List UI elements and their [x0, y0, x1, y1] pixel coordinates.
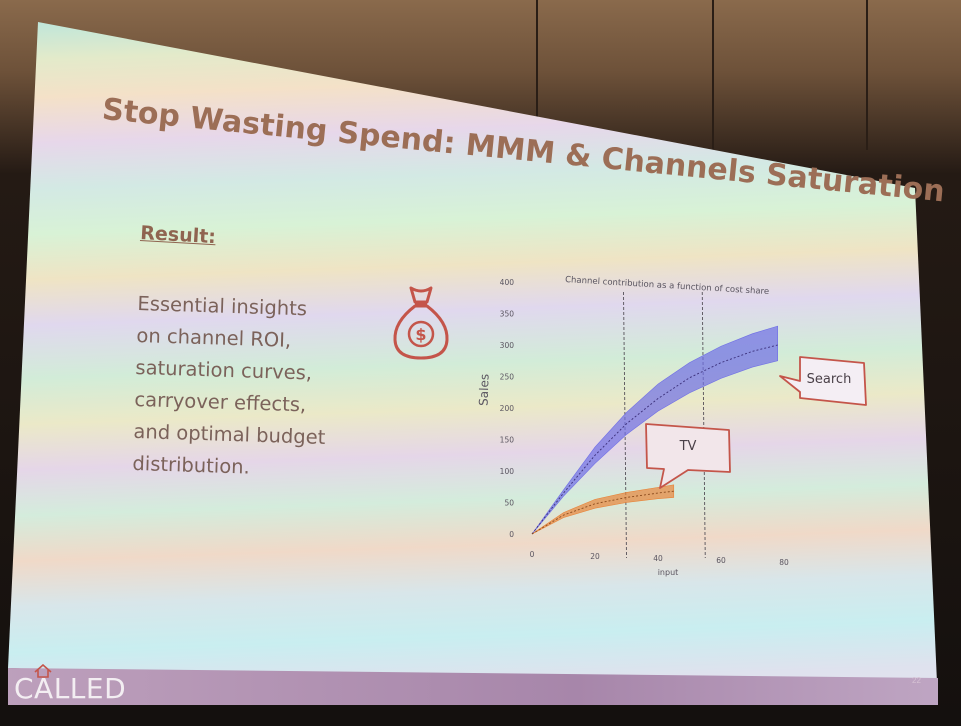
x-axis-label: input: [658, 568, 679, 577]
y-tick-label: 0: [509, 530, 514, 539]
x-tick-label: 80: [779, 558, 789, 567]
x-tick-label: 0: [530, 550, 535, 559]
reference-vline: [701, 291, 706, 559]
reference-vline: [623, 291, 627, 559]
y-tick-label: 50: [504, 499, 514, 508]
tv-mean-line: [531, 490, 674, 535]
wall-panel-seam: [712, 0, 714, 150]
y-tick-label: 200: [500, 404, 515, 413]
search-callout: Search: [779, 356, 867, 406]
x-tick-label: 40: [653, 554, 663, 563]
wall-panel-seam: [536, 0, 538, 150]
x-tick-label: 60: [716, 556, 726, 565]
chart-title: Channel contribution as a function of co…: [565, 275, 770, 297]
svg-text:$: $: [415, 325, 426, 344]
y-tick-label: 350: [500, 310, 515, 319]
y-tick-label: 400: [500, 278, 515, 287]
money-bag-dollar-icon: $: [393, 286, 449, 360]
search-series-label: Search: [807, 372, 852, 387]
footer-logo: CALLED: [14, 672, 127, 705]
x-tick-label: 20: [590, 552, 600, 561]
search-mean-line: [531, 344, 778, 535]
page-number: 22: [912, 676, 921, 685]
home-logo-icon: [34, 664, 52, 678]
y-tick-label: 300: [500, 341, 515, 350]
y-tick-label: 150: [500, 436, 515, 445]
y-tick-label: 100: [500, 467, 515, 476]
tv-series-label: TV: [679, 439, 697, 454]
tv-callout: TV: [645, 423, 731, 489]
y-axis-label: Sales: [476, 374, 491, 406]
search-confidence-band: [531, 325, 779, 535]
wall-panel-seam: [866, 0, 868, 150]
tv-confidence-band: [531, 484, 675, 535]
y-tick-label: 250: [500, 373, 515, 382]
